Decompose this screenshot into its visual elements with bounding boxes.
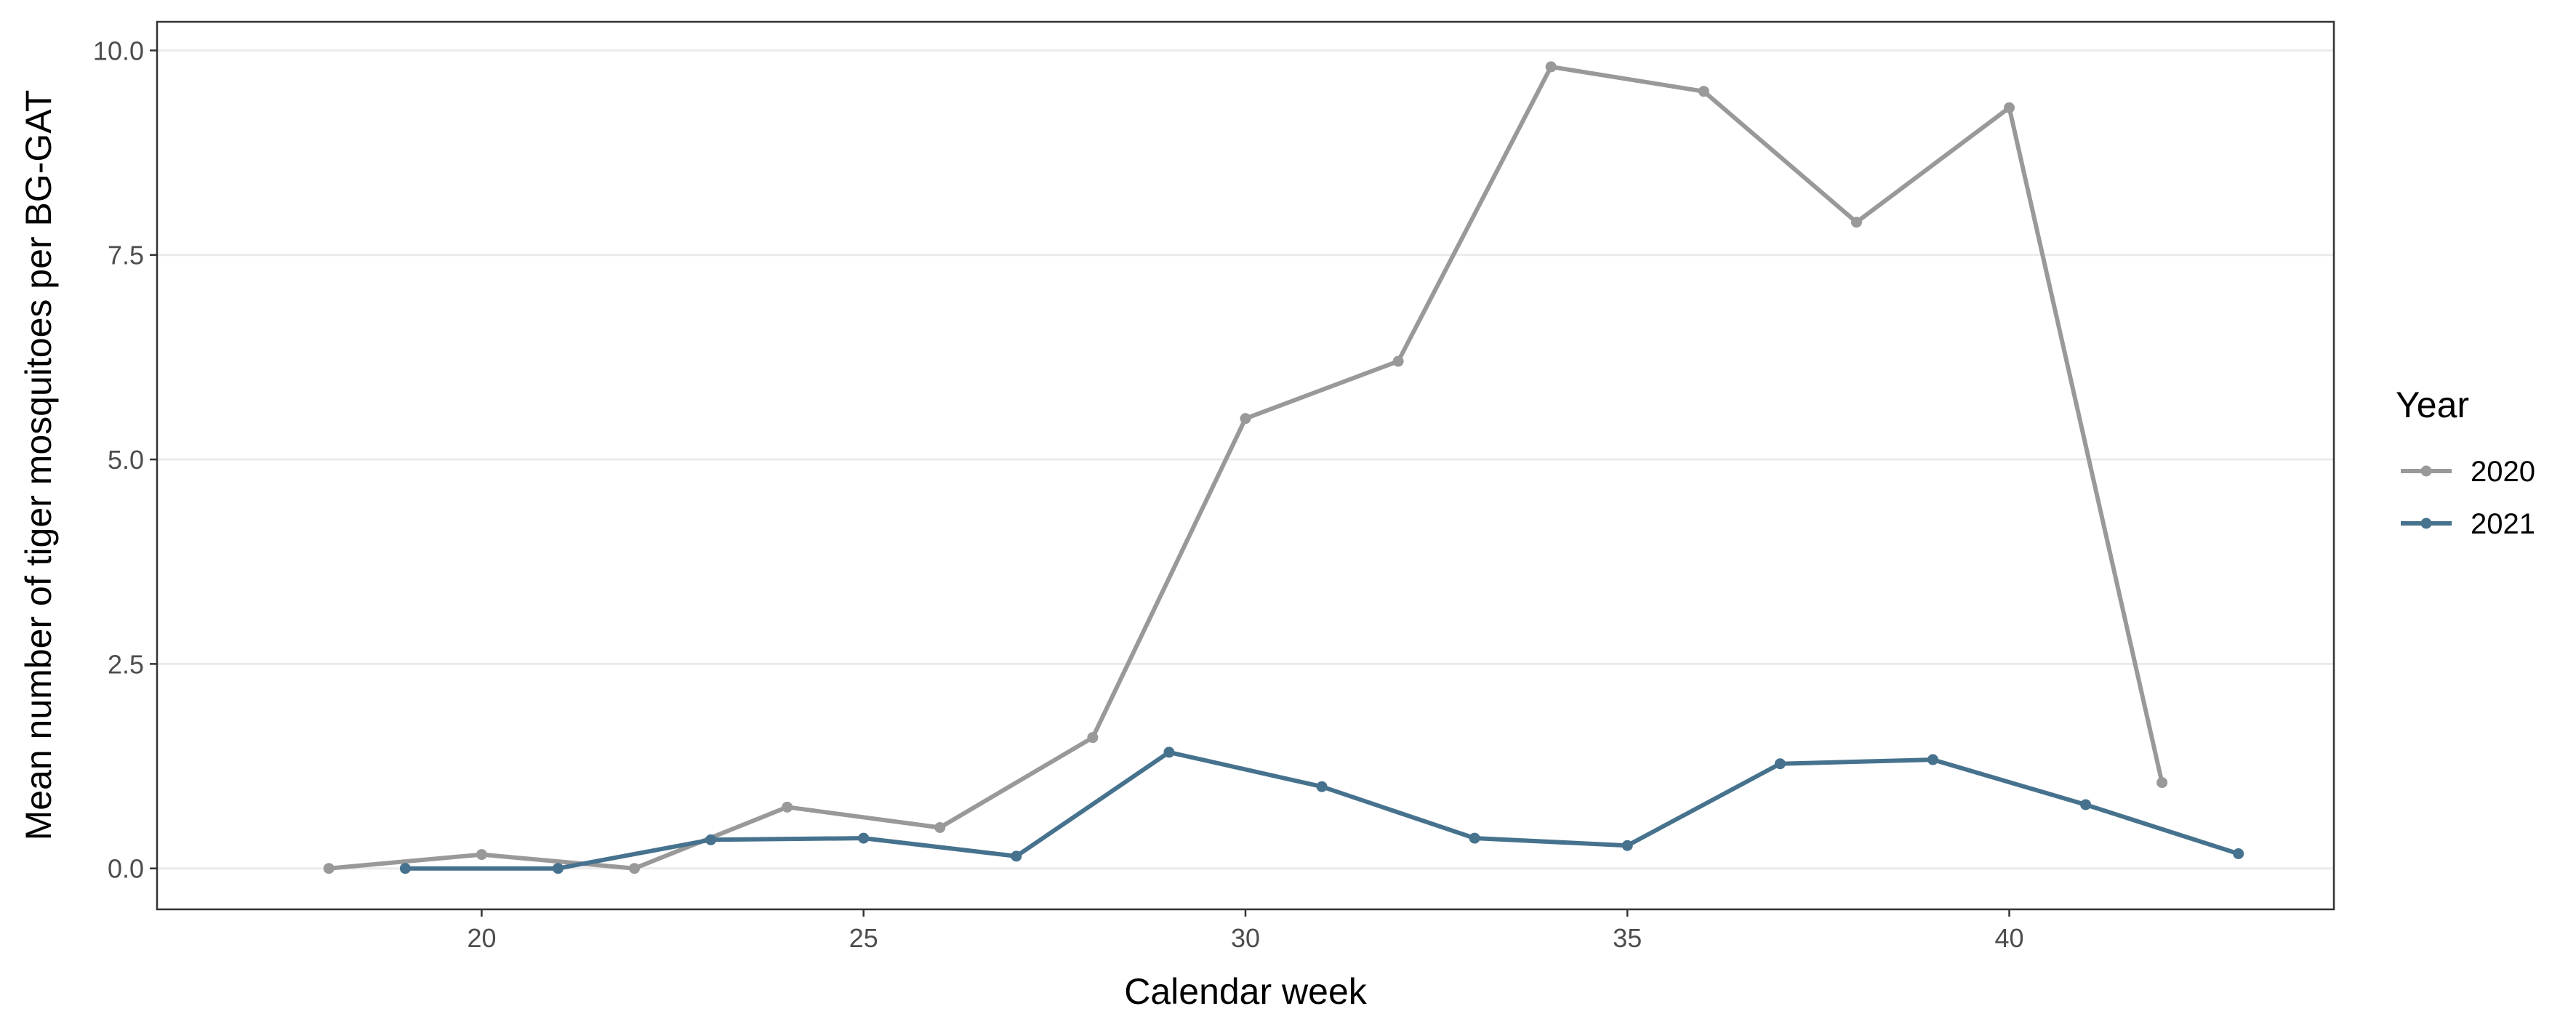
data-point-2020	[934, 822, 945, 833]
data-point-2020	[1393, 356, 1404, 367]
data-point-2020	[782, 802, 793, 813]
data-point-2020	[2156, 777, 2167, 788]
y-tick-label: 0.0	[108, 854, 144, 884]
data-point-2021	[1317, 781, 1328, 792]
legend-label-2021: 2021	[2471, 508, 2535, 540]
data-point-2021	[1163, 747, 1174, 757]
data-point-2021	[400, 863, 411, 874]
y-axis-title: Mean number of tiger mosquitoes per BG-G…	[18, 90, 59, 841]
data-point-2021	[553, 863, 563, 874]
data-point-2021	[1469, 833, 1480, 844]
y-tick-label: 7.5	[108, 241, 144, 270]
data-point-2021	[1927, 755, 1938, 765]
data-point-2021	[1775, 758, 1786, 769]
x-tick-label: 30	[1231, 923, 1260, 953]
data-point-2020	[629, 863, 640, 874]
legend-title: Year	[2396, 385, 2469, 425]
data-point-2021	[2080, 799, 2091, 810]
data-point-2020	[1546, 61, 1557, 72]
data-point-2021	[2233, 848, 2244, 859]
legend-key-point-2021	[2421, 518, 2432, 529]
legend-label-2020: 2020	[2471, 456, 2535, 488]
data-point-2020	[1851, 217, 1862, 228]
data-point-2020	[1240, 413, 1251, 424]
data-point-2020	[324, 863, 334, 874]
legend-key-point-2020	[2421, 466, 2432, 477]
x-axis-title: Calendar week	[1124, 971, 1368, 1012]
data-point-2020	[2004, 102, 2015, 113]
x-tick-label: 25	[849, 923, 878, 953]
data-point-2021	[1622, 840, 1633, 851]
x-tick-label: 40	[1995, 923, 2024, 953]
y-tick-label: 5.0	[108, 445, 144, 475]
y-tick-label: 10.0	[93, 36, 144, 65]
data-point-2021	[1011, 850, 1022, 861]
y-tick-label: 2.5	[108, 649, 144, 679]
data-point-2020	[1698, 86, 1709, 97]
data-point-2020	[476, 849, 487, 860]
x-tick-label: 20	[467, 923, 496, 953]
data-point-2021	[705, 834, 716, 845]
x-tick-label: 35	[1613, 923, 1642, 953]
data-point-2021	[858, 833, 869, 844]
data-point-2020	[1087, 732, 1098, 743]
